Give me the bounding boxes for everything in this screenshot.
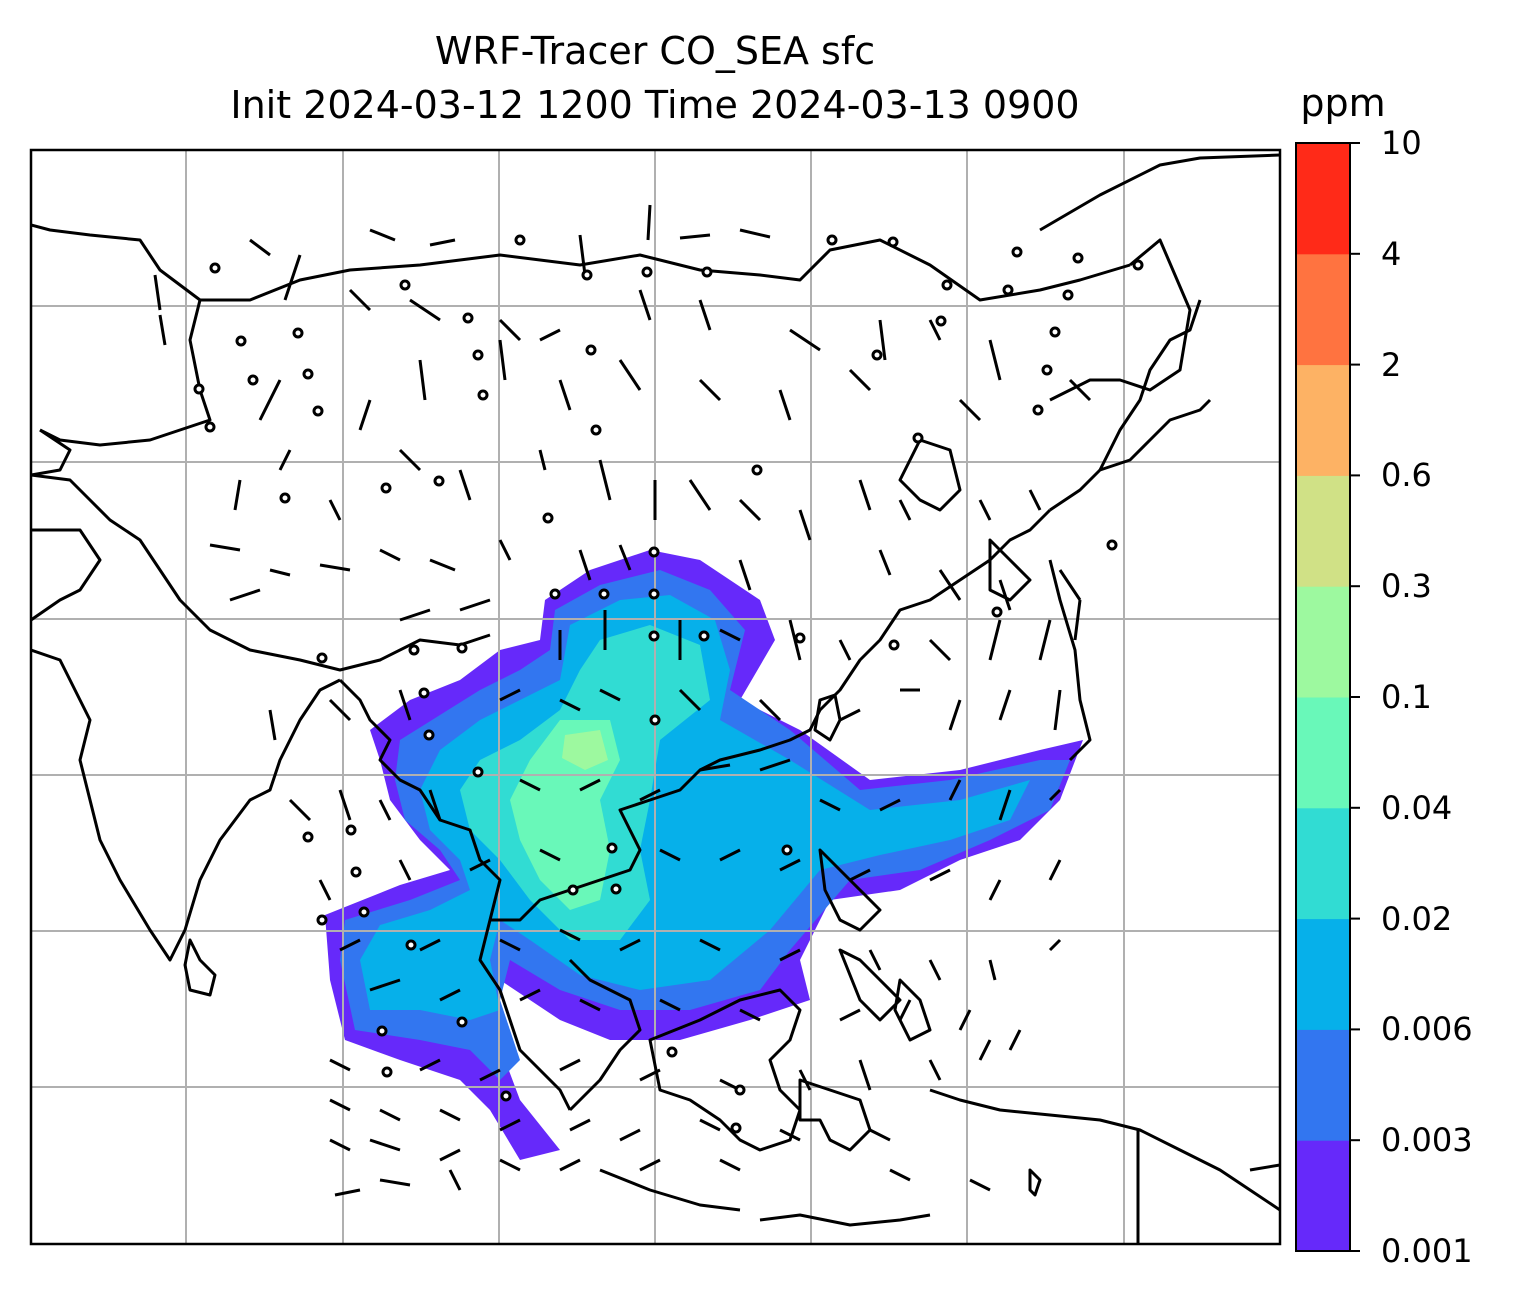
map-frame xyxy=(29,148,1282,1246)
colorbar-segment xyxy=(1296,807,1350,920)
colorbar-segment xyxy=(1296,364,1350,476)
colorbar-tick-label: 2 xyxy=(1381,345,1402,384)
colorbar-unit-label: ppm xyxy=(1300,81,1386,125)
colorbar-tick-label: 0.6 xyxy=(1381,456,1432,495)
colorbar-tick-label: 0.04 xyxy=(1381,788,1453,827)
map-gridlines xyxy=(31,150,1280,1244)
map-plot-area xyxy=(31,150,1280,1244)
colorbar-segment xyxy=(1296,1140,1350,1252)
colorbar-tick-label: 0.3 xyxy=(1381,567,1432,606)
colorbar-tick-label: 0.1 xyxy=(1381,678,1432,716)
colorbar-tick-label: 10 xyxy=(1381,124,1422,162)
colorbar-segment xyxy=(1296,586,1350,698)
tracer-level-0.1 xyxy=(562,730,608,770)
colorbar-tick-label: 0.003 xyxy=(1381,1121,1473,1160)
map-title-line2: Init 2024-03-12 1200 Time 2024-03-13 090… xyxy=(230,83,1080,127)
colorbar-segment xyxy=(1296,253,1350,366)
colorbar-segment xyxy=(1296,1029,1350,1141)
colorbar-segment xyxy=(1296,143,1350,255)
colorbar xyxy=(1295,142,1360,1252)
colorbar-tick-label: 0.006 xyxy=(1381,1010,1473,1049)
colorbar-tick-label: 0.001 xyxy=(1381,1232,1473,1270)
colorbar-segment xyxy=(1296,475,1350,587)
colorbar-segment xyxy=(1296,918,1350,1030)
colorbar-tick-label: 0.02 xyxy=(1381,899,1453,938)
colorbar-tick-label: 4 xyxy=(1381,234,1402,273)
tracer-level-0.04 xyxy=(510,720,620,910)
calm-wind-markers xyxy=(193,234,1144,1134)
colorbar-segment xyxy=(1296,697,1350,809)
map-title-line1: WRF-Tracer CO_SEA sfc xyxy=(434,29,876,73)
